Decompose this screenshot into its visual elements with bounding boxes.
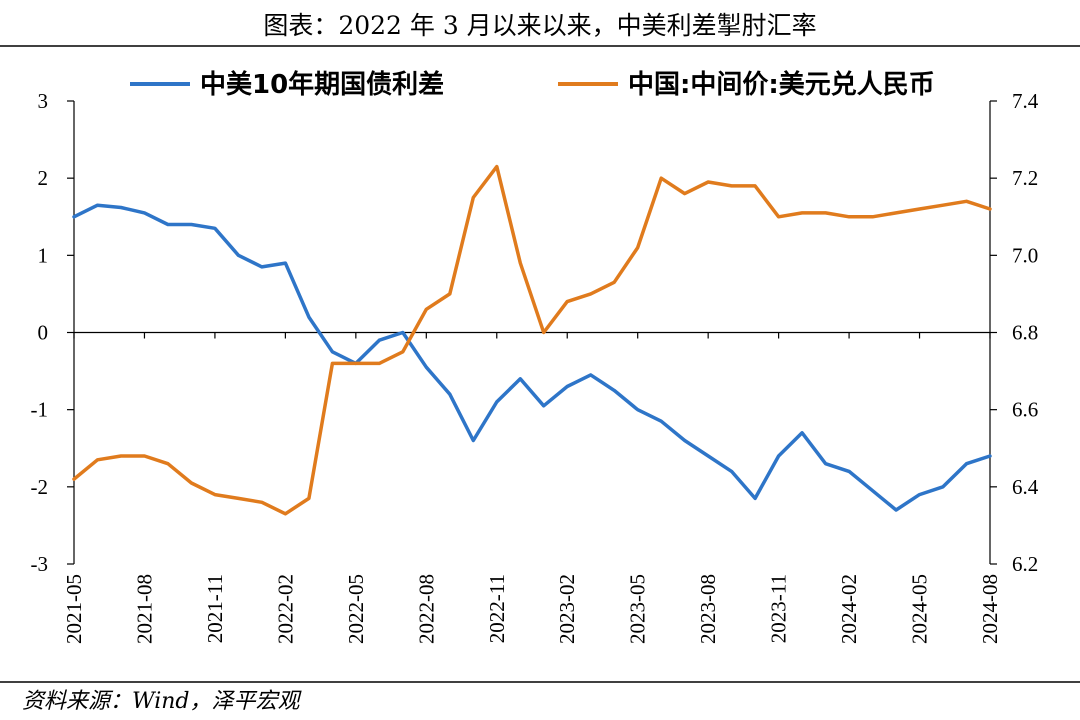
y-left-tick-label: 2 [38, 166, 49, 190]
y-right-tick-label: 7.4 [1012, 89, 1039, 113]
y-left-tick-label: 1 [38, 243, 49, 267]
x-tick-label: 2021-11 [203, 574, 227, 643]
x-tick-label: 2024-08 [978, 574, 1002, 644]
chart-title: 图表：2022 年 3 月以来以来，中美利差掣肘汇率 [263, 11, 816, 40]
x-tick-label: 2021-08 [132, 574, 156, 644]
y-left-tick-label: -1 [31, 398, 49, 422]
x-tick-label: 2023-08 [696, 574, 720, 644]
y-left-tick-label: -2 [31, 475, 49, 499]
x-tick-label: 2022-02 [273, 574, 297, 644]
x-tick-label: 2024-02 [837, 574, 861, 644]
y-right-tick-label: 7.0 [1012, 243, 1038, 267]
series-layer [72, 164, 992, 516]
legend-label-fx: 中国:中间价:美元兑人民币 [628, 69, 935, 100]
x-tick-label: 2021-05 [62, 574, 86, 644]
x-tick-label: 2022-08 [414, 574, 438, 644]
y-left-tick-label: 0 [38, 321, 49, 345]
y-right-tick-label: 6.6 [1012, 398, 1038, 422]
legend: 中美10年期国债利差 中国:中间价:美元兑人民币 [130, 69, 935, 100]
source-note: 资料来源：Wind，泽平宏观 [22, 689, 303, 714]
y-right-tick-label: 6.2 [1012, 552, 1038, 576]
y-right-tick-label: 7.2 [1012, 166, 1038, 190]
series-line-1 [72, 164, 992, 516]
axes: 3 2 1 0 -1 -2 -3 7.4 7.2 7.0 6.8 6.6 6.4 6.2 2021-05 20… [31, 89, 1039, 644]
x-tick-label: 2023-11 [767, 574, 791, 643]
y-left-tick-label: 3 [38, 89, 49, 113]
x-tick-label: 2023-02 [555, 574, 579, 644]
x-tick-label: 2022-11 [485, 574, 509, 643]
y-left-tick-label: -3 [31, 552, 49, 576]
y-right-tick-label: 6.4 [1012, 475, 1039, 499]
x-tick-label: 2022-05 [344, 574, 368, 644]
series-line-0 [72, 203, 992, 512]
x-tick-label: 2024-05 [908, 574, 932, 644]
y-right-tick-label: 6.8 [1012, 321, 1038, 345]
legend-label-spread: 中美10年期国债利差 [200, 69, 444, 100]
x-tick-label: 2023-05 [626, 574, 650, 644]
